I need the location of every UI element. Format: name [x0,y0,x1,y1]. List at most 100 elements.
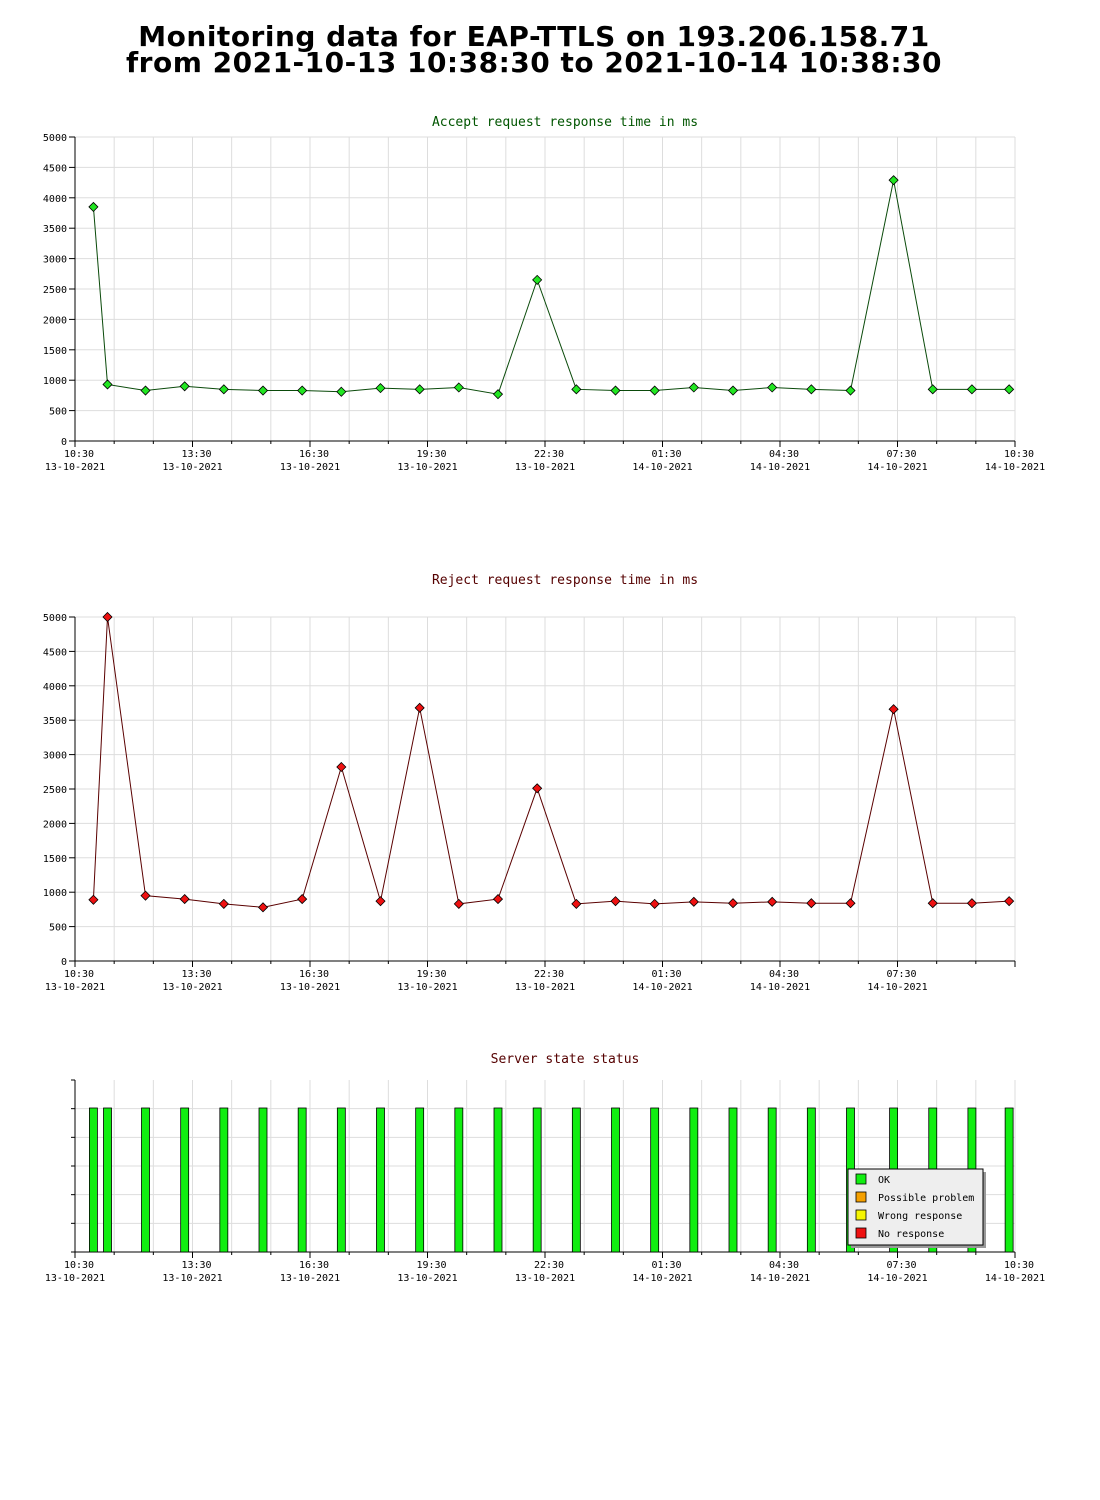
status-bar [532,1107,542,1253]
data-point-marker [610,896,621,907]
status-bar [297,1107,307,1253]
data-point-marker [336,386,347,397]
reject-response-chart: Reject request response time in ms 0 500 10… [43,573,1016,993]
y-tick-label: 2000 [43,315,67,326]
y-tick-label: 2500 [43,285,67,296]
status-bar [376,1107,385,1253]
data-point-marker [492,389,504,400]
x-tick-label-time: 04:30 [769,969,799,980]
x-tick-label-date: 13-10-2021 [280,982,340,993]
data-point-marker [414,702,425,713]
data-point-marker [610,385,621,396]
x-tick-label-date: 14-10-2021 [985,1273,1045,1284]
data-point-marker [767,896,778,907]
legend-box [847,1168,984,1246]
data-point-marker [532,783,543,794]
data-point-marker [218,898,229,909]
legend-swatch [855,1227,867,1239]
data-point-marker [375,383,386,394]
legend-swatch [855,1191,867,1203]
data-point-marker [649,385,660,396]
x-tick-label-date: 14-10-2021 [632,1273,692,1284]
y-tick-label: 4000 [43,682,67,693]
status-bar [219,1107,229,1253]
x-tick-label-date: 13-10-2021 [515,982,575,993]
data-point-marker [927,898,938,909]
data-point-marker [727,385,739,396]
data-point-marker [806,384,817,395]
y-tick-label: 4000 [43,194,67,205]
x-tick-label-time: 19:30 [416,969,446,980]
legend-label: No response [878,1229,944,1240]
y-tick-label: 0 [61,437,67,448]
status-bar [493,1107,503,1253]
y-tick-label: 4500 [43,163,67,174]
data-point-marker [218,384,229,395]
data-point-marker [492,894,504,905]
legend-label: Wrong response [878,1211,962,1222]
status-bar [728,1107,738,1253]
data-point-marker [102,611,113,623]
x-tick-label-time: 13:30 [181,449,211,460]
x-tick-label-date: 13-10-2021 [397,982,457,993]
y-tick-label: 2500 [43,785,67,796]
status-bar [180,1107,190,1253]
status-bar [454,1107,464,1253]
x-tick-label-date: 13-10-2021 [45,982,105,993]
x-tick-label-time: 19:30 [416,1260,446,1271]
x-tick-label-date: 13-10-2021 [515,462,575,473]
y-tick-label: 2000 [43,819,67,830]
x-tick-label-time: 07:30 [886,1260,916,1271]
data-point-marker [806,898,817,909]
chart-title: Server state status [491,1052,640,1067]
data-point-marker [966,898,977,909]
y-tick-label: 1000 [43,376,67,387]
data-point-marker [297,894,308,905]
chart-title: Reject request response time in ms [432,573,698,588]
y-tick-label: 3000 [43,255,67,266]
x-tick-label-date: 14-10-2021 [867,1273,927,1284]
data-point-marker [453,898,464,909]
data-point-marker [845,385,856,396]
x-tick-label-time: 10:30 [1004,1260,1034,1271]
data-point-marker [1004,384,1015,395]
status-bar [89,1107,98,1253]
x-tick-label-time: 01:30 [651,449,681,460]
status-bar [806,1107,816,1253]
x-tick-label-date: 13-10-2021 [280,462,340,473]
x-tick-label-date: 13-10-2021 [45,462,105,473]
y-tick-label: 1000 [43,888,67,899]
data-point-marker [966,384,977,395]
status-bar [415,1107,425,1253]
x-tick-label-time: 10:30 [1004,449,1034,460]
x-tick-label-time: 01:30 [651,969,681,980]
data-point-marker [649,898,660,909]
x-tick-label-time: 07:30 [886,449,916,460]
y-tick-label: 4500 [43,647,67,658]
x-tick-label-date: 13-10-2021 [45,1273,105,1284]
data-point-marker [257,385,269,396]
data-point-marker [88,201,99,212]
status-bar [141,1107,150,1253]
y-tick-label: 0 [61,957,67,968]
x-tick-label-time: 13:30 [181,969,211,980]
x-tick-label-date: 14-10-2021 [750,462,810,473]
data-point-marker [140,385,151,396]
x-tick-label-time: 22:30 [534,1260,564,1271]
data-point-marker [927,384,938,395]
legend-label: OK [878,1175,890,1186]
status-bar [1004,1107,1014,1253]
status-bar [689,1107,699,1253]
legend-swatch [855,1173,867,1185]
data-point-marker [257,902,269,913]
series-line [92,616,1010,908]
x-tick-label-date: 14-10-2021 [750,1273,810,1284]
accept-response-chart: Accept request response time in ms 0 500 10… [43,115,1045,473]
data-point-marker [688,896,699,907]
status-bar [336,1107,346,1253]
x-tick-label-date: 14-10-2021 [632,462,692,473]
x-tick-label-date: 13-10-2021 [280,1273,340,1284]
x-tick-label-date: 13-10-2021 [397,1273,457,1284]
x-tick-label-date: 14-10-2021 [867,462,927,473]
